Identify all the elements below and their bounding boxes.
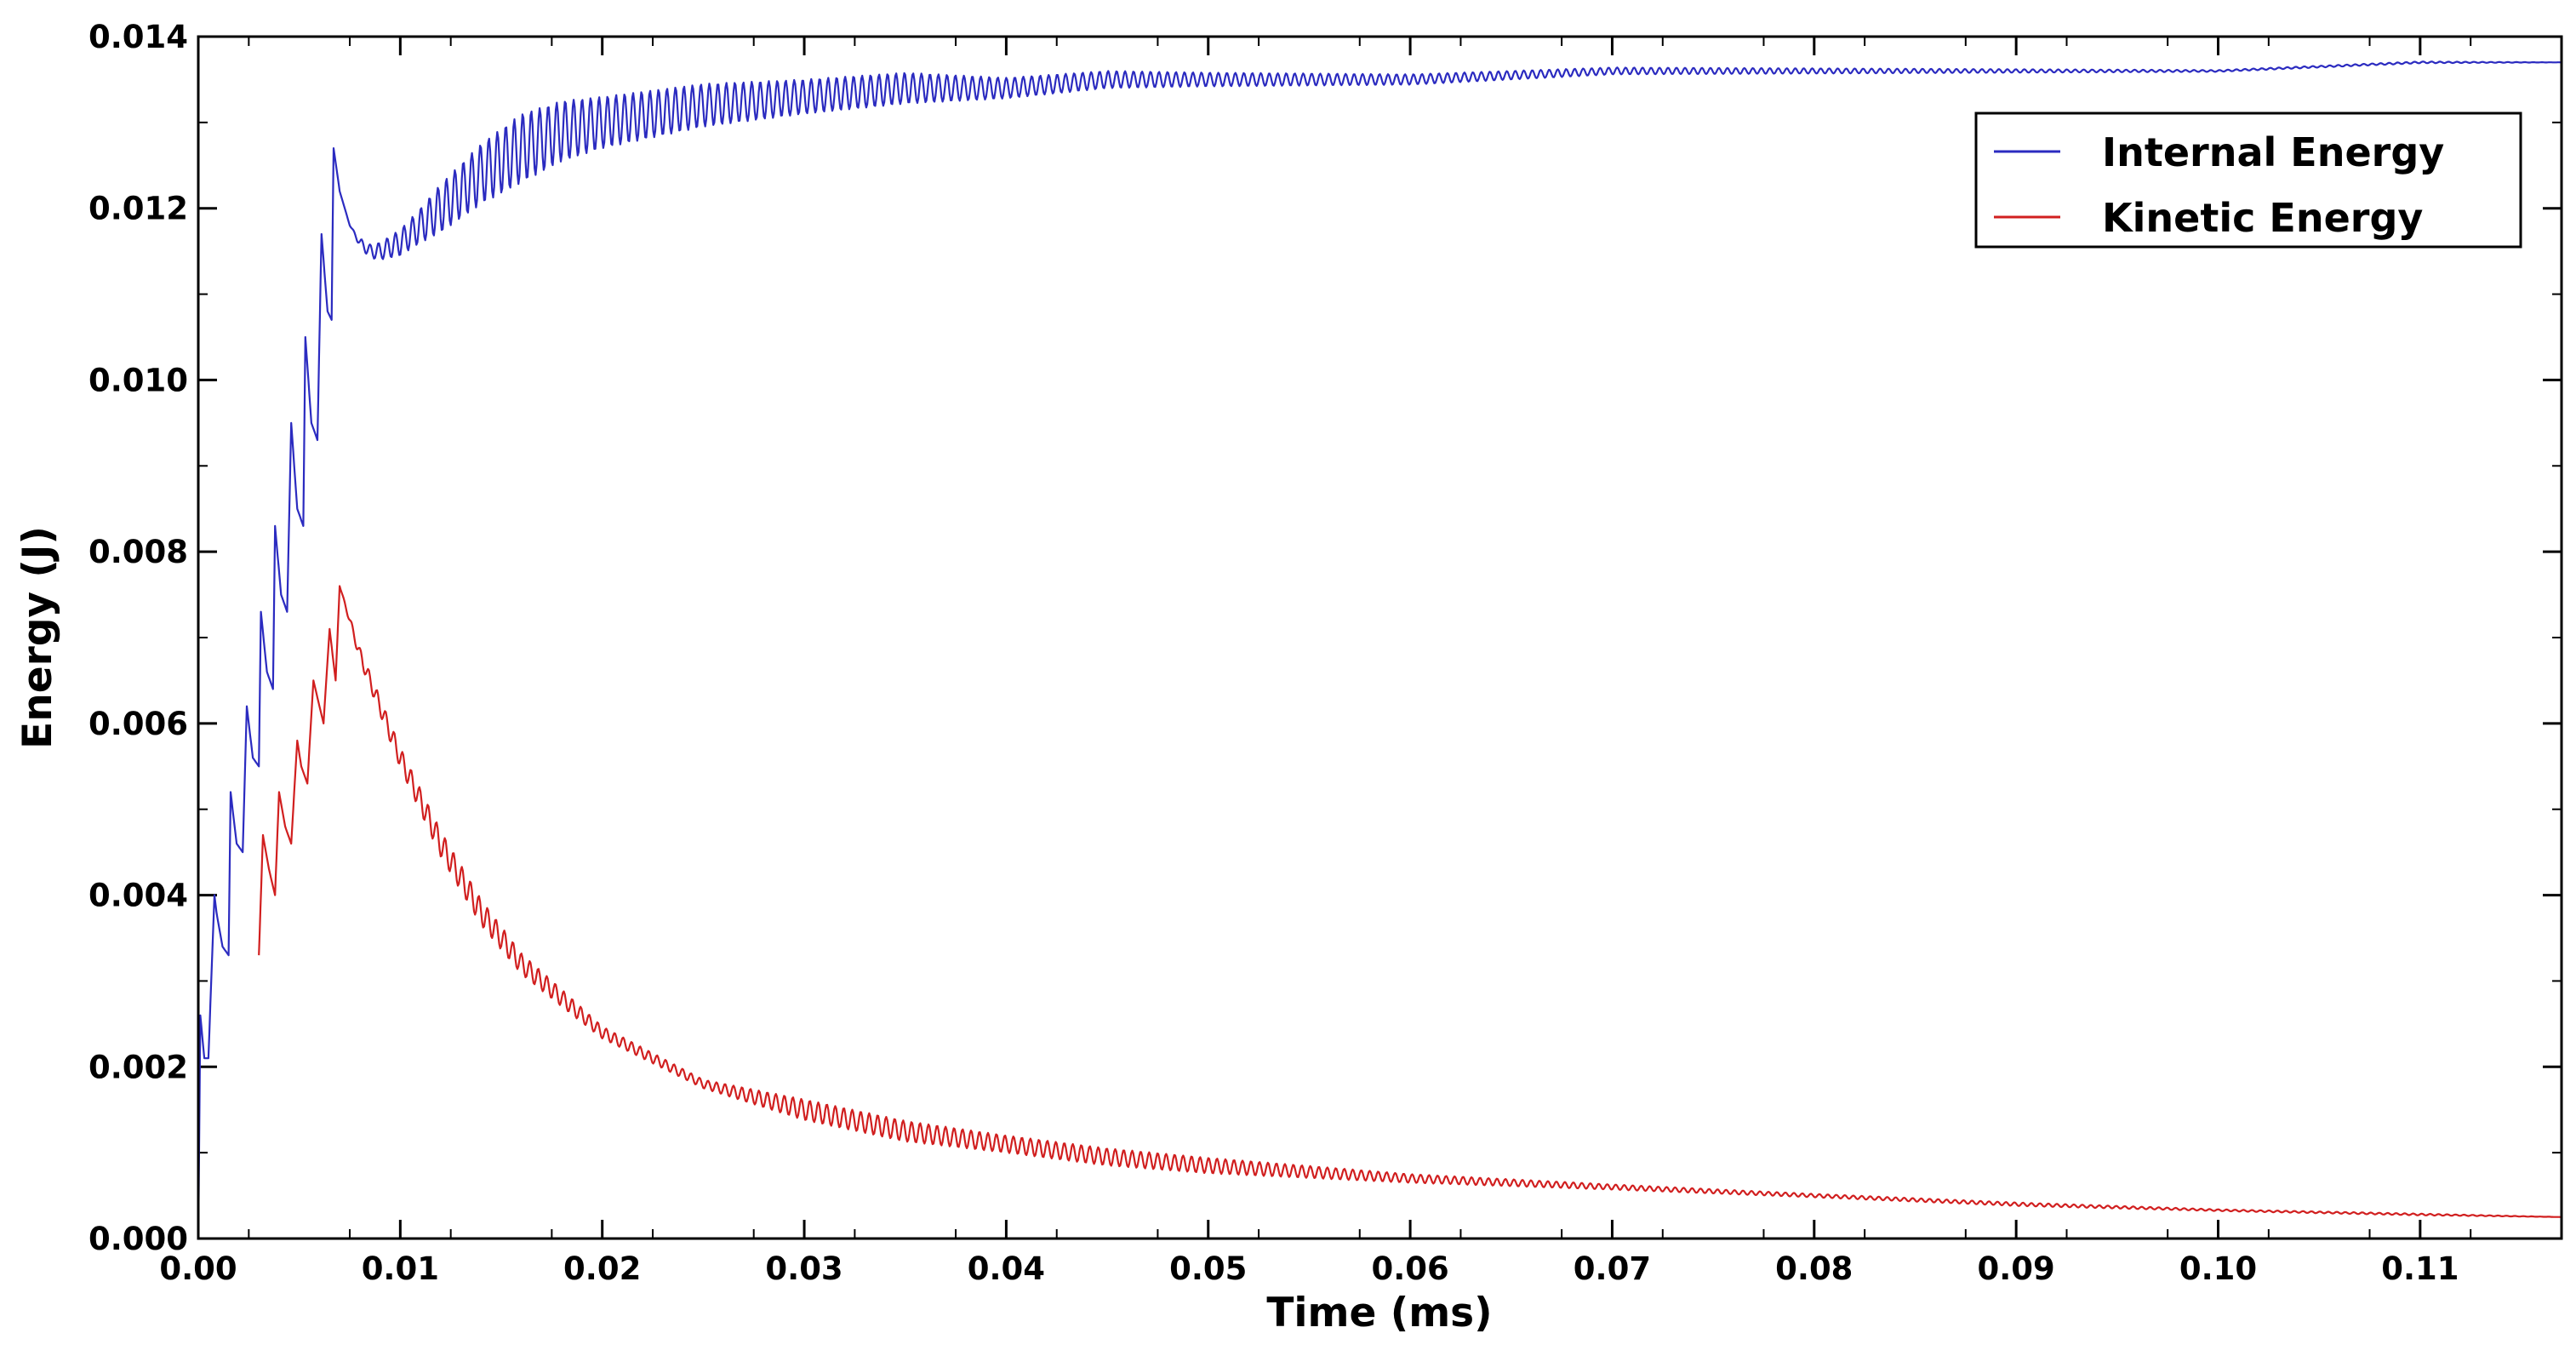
y-tick-label: 0.012 bbox=[89, 191, 188, 227]
y-tick-label: 0.008 bbox=[89, 534, 188, 570]
internal-energy-line bbox=[197, 60, 2562, 1239]
x-axis-title: Time (ms) bbox=[1266, 1290, 1492, 1336]
x-axis-tick-labels: 0.00 0.01 0.02 0.03 0.04 0.05 0.06 0.07 0.08 0.09… bbox=[159, 1250, 2459, 1287]
x-tick-label: 0.03 bbox=[765, 1250, 842, 1287]
kinetic-energy-line bbox=[258, 585, 2562, 1218]
y-tick-label: 0.000 bbox=[89, 1221, 188, 1257]
legend-internal-energy-label: Internal Energy bbox=[2102, 129, 2444, 175]
x-tick-label: 0.05 bbox=[1169, 1250, 1247, 1287]
legend: Internal Energy Kinetic Energy bbox=[1974, 112, 2522, 249]
x-tick-label: 0.07 bbox=[1574, 1250, 1651, 1287]
y-tick-label: 0.004 bbox=[89, 878, 188, 914]
x-tick-label: 0.01 bbox=[362, 1250, 439, 1287]
x-tick-label: 0.06 bbox=[1371, 1250, 1448, 1287]
y-axis-tick-labels: 0.000 0.002 0.004 0.006 0.008 0.010 0.012 0.014 bbox=[89, 19, 188, 1257]
y-tick-label: 0.002 bbox=[89, 1049, 188, 1085]
x-tick-label: 0.10 bbox=[2179, 1250, 2257, 1287]
x-tick-label: 0.02 bbox=[563, 1250, 641, 1287]
y-tick-label: 0.014 bbox=[89, 19, 188, 55]
plot-area-frame bbox=[197, 35, 2563, 1240]
y-axis-title: Energy (J) bbox=[14, 526, 61, 749]
y-tick-label: 0.010 bbox=[89, 362, 188, 398]
x-tick-label: 0.04 bbox=[968, 1250, 1045, 1287]
legend-box bbox=[1974, 112, 2522, 249]
plot-lines bbox=[197, 60, 2562, 1239]
legend-kinetic-energy-label: Kinetic Energy bbox=[2102, 195, 2423, 241]
x-tick-label: 0.09 bbox=[1978, 1250, 2055, 1287]
x-tick-label: 0.11 bbox=[2381, 1250, 2459, 1287]
y-tick-label: 0.006 bbox=[89, 706, 188, 742]
x-axis-ticks bbox=[197, 37, 2472, 1239]
x-tick-label: 0.08 bbox=[1775, 1250, 1853, 1287]
x-tick-label: 0.00 bbox=[159, 1250, 237, 1287]
